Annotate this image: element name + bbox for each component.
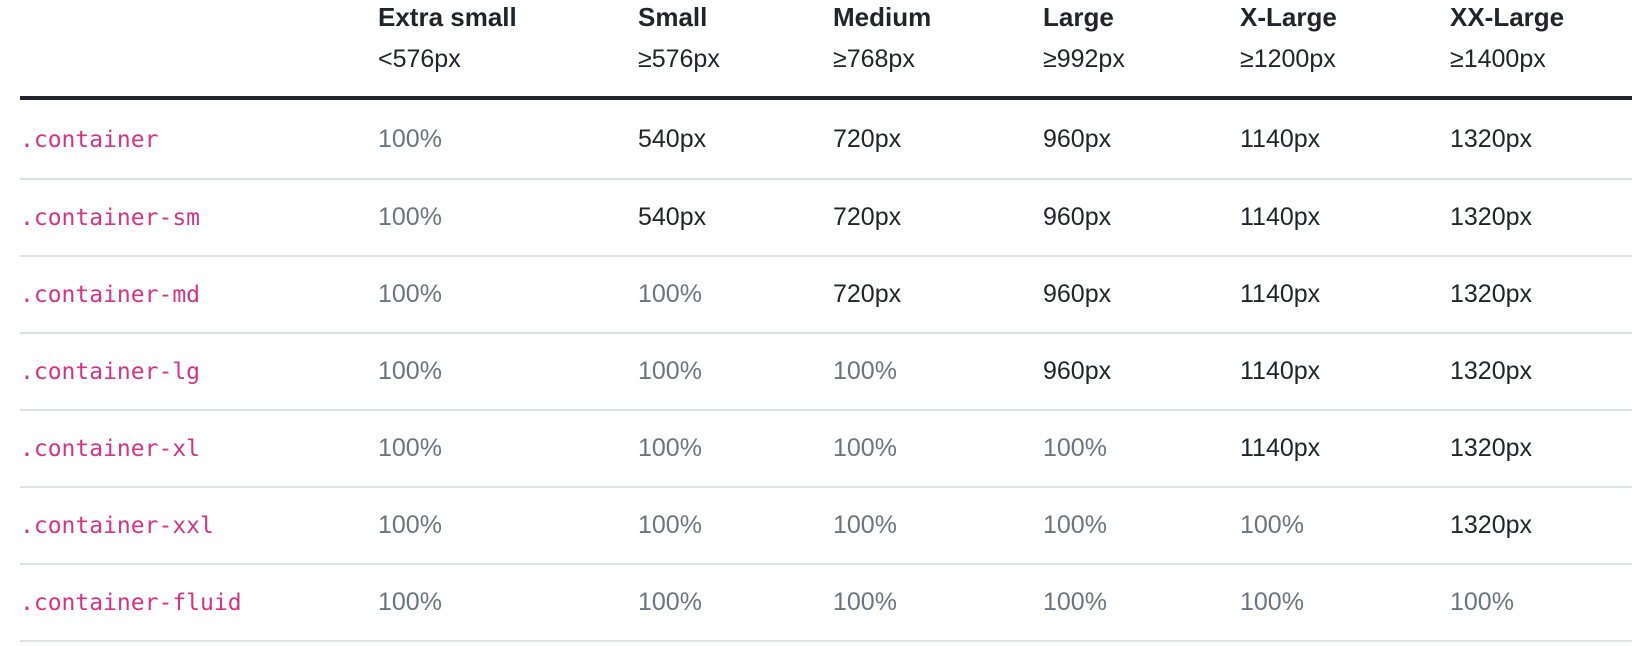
class-name: .container-sm xyxy=(20,205,201,231)
class-cell: .container-md xyxy=(20,256,378,334)
value-cell: 720px xyxy=(833,179,1043,257)
value-cell: 1140px xyxy=(1240,98,1450,180)
value-cell: 720px xyxy=(833,256,1043,334)
table-row: .container-sm 100% 540px 720px 960px 114… xyxy=(20,179,1632,257)
value-cell: 100% xyxy=(378,564,638,642)
container-breakpoints-table: Extra small <576px Small ≥576px Medium ≥… xyxy=(20,0,1632,642)
value-cell: 100% xyxy=(833,564,1043,642)
header-cell-class xyxy=(20,0,378,100)
value-cell: 100% xyxy=(833,487,1043,565)
value-cell: 100% xyxy=(378,98,638,180)
value-cell: 100% xyxy=(833,333,1043,411)
table-row: .container-md 100% 100% 720px 960px 1140… xyxy=(20,256,1632,334)
class-name: .container-xxl xyxy=(20,513,214,539)
value-cell: 100% xyxy=(638,487,833,565)
header-cell-xs: Extra small <576px xyxy=(378,0,638,100)
value-cell: 540px xyxy=(638,98,833,180)
class-name: .container-fluid xyxy=(20,590,242,616)
value-cell: 100% xyxy=(1240,564,1450,642)
value-cell: 720px xyxy=(833,98,1043,180)
value-cell: 1320px xyxy=(1450,410,1632,488)
value-cell: 1140px xyxy=(1240,410,1450,488)
value-cell: 100% xyxy=(1043,564,1240,642)
value-cell: 1140px xyxy=(1240,256,1450,334)
value-cell: 100% xyxy=(638,564,833,642)
table-row: .container 100% 540px 720px 960px 1140px… xyxy=(20,98,1632,180)
value-cell: 1320px xyxy=(1450,179,1632,257)
value-cell: 960px xyxy=(1043,256,1240,334)
class-cell: .container-fluid xyxy=(20,564,378,642)
value-cell: 100% xyxy=(378,410,638,488)
value-cell: 1320px xyxy=(1450,98,1632,180)
class-cell: .container-lg xyxy=(20,333,378,411)
header-cell-md: Medium ≥768px xyxy=(833,0,1043,100)
value-cell: 100% xyxy=(378,179,638,257)
table-row: .container-xxl 100% 100% 100% 100% 100% … xyxy=(20,487,1632,565)
class-name: .container xyxy=(20,126,159,153)
value-cell: 960px xyxy=(1043,179,1240,257)
value-cell: 100% xyxy=(638,410,833,488)
value-cell: 960px xyxy=(1043,98,1240,180)
header-row: Extra small <576px Small ≥576px Medium ≥… xyxy=(20,0,1632,100)
table-row: .container-lg 100% 100% 100% 960px 1140p… xyxy=(20,333,1632,411)
breakpoint-range: ≥768px xyxy=(833,45,915,73)
header-cell-xl: X-Large ≥1200px xyxy=(1240,0,1450,100)
breakpoint-range: ≥1200px xyxy=(1240,45,1336,73)
value-cell: 100% xyxy=(378,333,638,411)
table-body: .container 100% 540px 720px 960px 1140px… xyxy=(20,98,1632,642)
value-cell: 1320px xyxy=(1450,333,1632,411)
breakpoint-name: Large xyxy=(1043,2,1114,32)
class-cell: .container xyxy=(20,98,378,180)
header-cell-sm: Small ≥576px xyxy=(638,0,833,100)
class-cell: .container-xxl xyxy=(20,487,378,565)
value-cell: 1140px xyxy=(1240,333,1450,411)
breakpoint-name: Extra small xyxy=(378,2,517,32)
header-cell-lg: Large ≥992px xyxy=(1043,0,1240,100)
value-cell: 100% xyxy=(378,256,638,334)
breakpoint-name: Medium xyxy=(833,2,932,32)
value-cell: 100% xyxy=(1450,564,1632,642)
value-cell: 1320px xyxy=(1450,487,1632,565)
table-row: .container-fluid 100% 100% 100% 100% 100… xyxy=(20,564,1632,642)
value-cell: 540px xyxy=(638,179,833,257)
breakpoint-range: <576px xyxy=(378,45,461,73)
value-cell: 1140px xyxy=(1240,179,1450,257)
table-header: Extra small <576px Small ≥576px Medium ≥… xyxy=(20,0,1632,100)
class-name: .container-md xyxy=(20,282,201,308)
table-row: .container-xl 100% 100% 100% 100% 1140px… xyxy=(20,410,1632,488)
breakpoint-range: ≥576px xyxy=(638,45,720,73)
value-cell: 100% xyxy=(1043,487,1240,565)
value-cell: 100% xyxy=(1043,410,1240,488)
breakpoint-name: XX-Large xyxy=(1450,2,1565,32)
value-cell: 100% xyxy=(378,487,638,565)
value-cell: 100% xyxy=(1240,487,1450,565)
value-cell: 960px xyxy=(1043,333,1240,411)
class-cell: .container-sm xyxy=(20,179,378,257)
value-cell: 1320px xyxy=(1450,256,1632,334)
value-cell: 100% xyxy=(833,410,1043,488)
breakpoint-range: ≥992px xyxy=(1043,45,1125,73)
class-name: .container-xl xyxy=(20,436,201,462)
header-cell-xxl: XX-Large ≥1400px xyxy=(1450,0,1632,100)
value-cell: 100% xyxy=(638,256,833,334)
class-name: .container-lg xyxy=(20,359,201,385)
class-cell: .container-xl xyxy=(20,410,378,488)
breakpoint-name: X-Large xyxy=(1240,2,1337,32)
value-cell: 100% xyxy=(638,333,833,411)
breakpoint-range: ≥1400px xyxy=(1450,45,1546,73)
breakpoint-name: Small xyxy=(638,2,708,32)
